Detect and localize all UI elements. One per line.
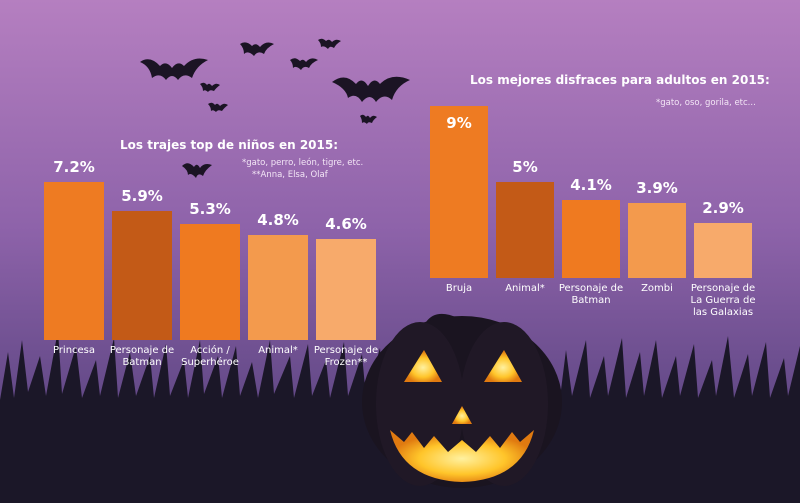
category-label-line: La Guerra de (690, 295, 756, 306)
category-label-line: Frozen** (324, 357, 368, 368)
category-label-line: Batman (122, 357, 162, 368)
category-label: Princesa (36, 345, 112, 357)
category-label-line: Bruja (445, 283, 473, 294)
value-label: 5% (512, 158, 538, 177)
category-label-line: Animal* (258, 345, 298, 356)
bar (316, 239, 376, 340)
chart-note: **Anna, Elsa, Olaf (252, 170, 328, 180)
chart-title: Los mejores disfraces para adultos en 20… (470, 73, 770, 87)
value-label: 3.9% (636, 179, 678, 198)
bat-icon (290, 58, 318, 70)
category-label-line: Superhéroe (181, 357, 239, 368)
category-label-line: Zombi (641, 283, 673, 294)
bar (112, 210, 172, 340)
bat-icon (240, 42, 274, 56)
bats (140, 38, 410, 178)
category-label-line: Personaje de (109, 345, 175, 356)
category-label: Animal* (488, 283, 562, 295)
category-label-line: Batman (571, 295, 611, 306)
bat-icon (140, 58, 208, 80)
value-label: 4.8% (257, 210, 299, 229)
bar (430, 106, 488, 278)
bat-icon (332, 76, 410, 102)
chart-title: Los trajes top de niños en 2015: (120, 138, 339, 152)
category-label: Personaje de Batman (554, 283, 628, 307)
bar (694, 222, 752, 278)
category-label: Personaje de Frozen** (308, 345, 384, 369)
bat-icon (360, 114, 377, 124)
value-label: 2.9% (702, 198, 744, 217)
bar (44, 182, 104, 340)
bar (628, 203, 686, 278)
value-label: 7.2% (53, 158, 95, 176)
category-label-line: Acción / (190, 345, 230, 356)
value-label: 9% (446, 114, 472, 132)
category-label-line: Personaje de (690, 283, 756, 294)
category-label: Zombi (620, 283, 694, 295)
bat-icon (200, 82, 220, 92)
category-label: Animal* (240, 345, 316, 357)
bar (180, 223, 240, 340)
bar (562, 199, 620, 278)
category-label: Acción / Superhéroe (172, 345, 248, 369)
chart-note: *gato, oso, gorila, etc... (656, 98, 756, 108)
value-label: 5.9% (121, 186, 163, 205)
value-label: 5.3% (189, 199, 231, 218)
bat-icon (182, 163, 212, 178)
value-label: 4.1% (570, 175, 612, 194)
value-label: 4.6% (325, 215, 367, 234)
category-label: Personaje de Batman (104, 345, 180, 369)
category-label: Personaje de La Guerra de las Galaxias (686, 283, 760, 319)
bat-icon (318, 38, 341, 49)
bat-icon (208, 102, 228, 112)
category-label-line: Princesa (52, 345, 96, 356)
category-label-line: Personaje de (313, 345, 379, 356)
bar (248, 234, 308, 340)
category-label-line: Animal* (505, 283, 545, 294)
category-label: Bruja (422, 283, 496, 295)
chart-note: *gato, perro, león, tigre, etc. (242, 158, 364, 168)
pumpkin-icon (362, 313, 562, 488)
category-label-line: las Galaxias (692, 307, 754, 318)
category-label-line: Personaje de (558, 283, 624, 294)
bar (496, 182, 554, 278)
